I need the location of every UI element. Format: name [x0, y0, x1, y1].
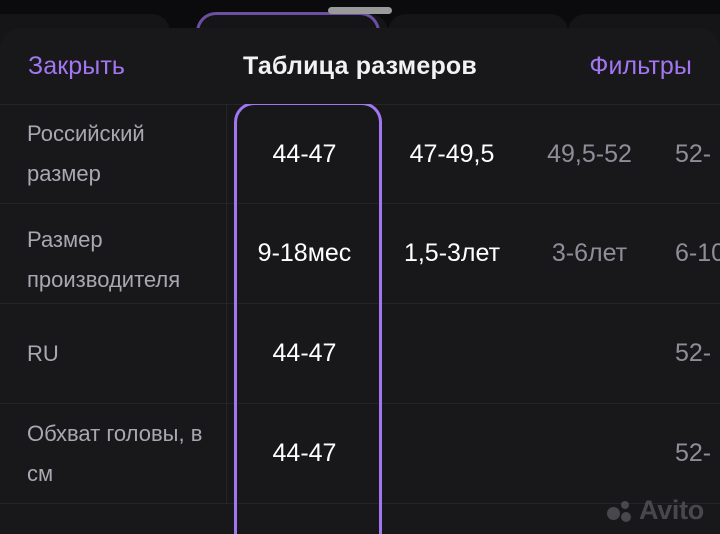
size-table[interactable]: Российский размер 44-47 47-49,5 49,5-52 52- Р…	[0, 104, 720, 534]
size-chart-sheet: Закрыть Таблица размеров Фильтры Российс…	[0, 28, 720, 534]
filters-button[interactable]: Фильтры	[589, 51, 692, 80]
table-cell[interactable]: 52-	[675, 339, 712, 367]
table-row[interactable]: Обхват головы, в см 44-47 52-	[0, 403, 720, 504]
table-row[interactable]: Размер производителя 9-18мес 1,5-3лет 3-6ле…	[0, 203, 720, 304]
table-row[interactable]: Российский размер 44-47 47-49,5 49,5-52 52-	[0, 104, 720, 204]
table-cell[interactable]: 3-6лет	[551, 239, 628, 267]
row-label: Обхват головы, в см	[0, 403, 227, 504]
table-cell-selected[interactable]: 9-18мес	[257, 239, 352, 267]
table-row[interactable]: RU 44-47 52-	[0, 303, 720, 404]
avito-wordmark: Avito	[639, 495, 704, 525]
sheet-grab-handle[interactable]	[328, 7, 392, 14]
avito-logo-icon	[607, 499, 633, 523]
row-label: Размер производителя	[0, 203, 227, 304]
row-label: Российский размер	[0, 104, 227, 204]
table-cell[interactable]: 49,5-52	[547, 139, 632, 168]
table-cell[interactable]: 52-	[675, 439, 712, 467]
avito-watermark: Avito	[607, 495, 704, 526]
table-cell[interactable]: 1,5-3лет	[403, 239, 501, 267]
table-cell-selected[interactable]: 44-47	[272, 439, 337, 467]
row-label: RU	[0, 303, 227, 404]
table-cell[interactable]: 47-49,5	[409, 139, 495, 168]
size-table-body: Российский размер 44-47 47-49,5 49,5-52 52- Р…	[0, 104, 720, 504]
table-cell[interactable]: 6-10	[675, 239, 720, 267]
table-cell[interactable]: 52-	[675, 139, 712, 168]
close-button[interactable]: Закрыть	[28, 51, 125, 80]
sheet-header: Закрыть Таблица размеров Фильтры	[0, 28, 720, 104]
table-cell-selected[interactable]: 44-47	[272, 139, 337, 168]
table-cell-selected[interactable]: 44-47	[272, 339, 337, 367]
